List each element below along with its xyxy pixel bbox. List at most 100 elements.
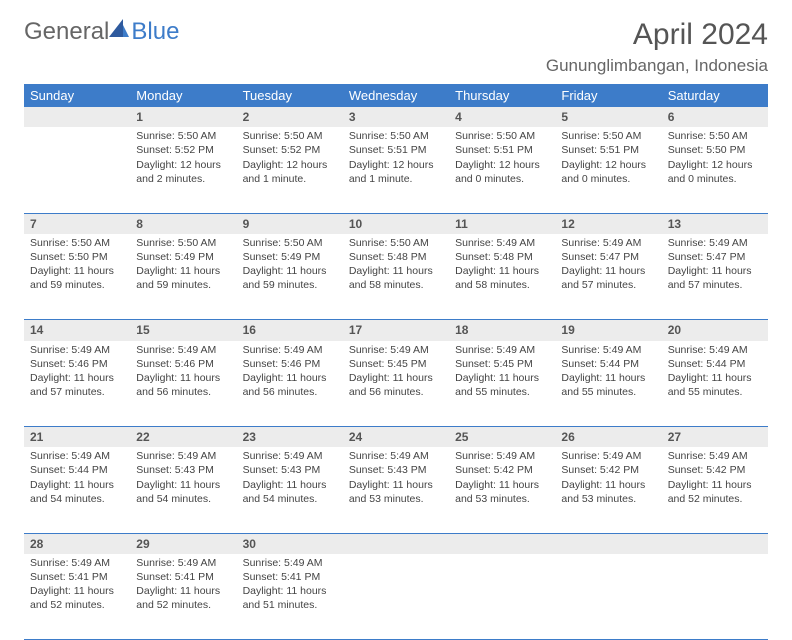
day-number-cell: 28 [24,533,130,554]
sunset-text: Sunset: 5:44 PM [30,463,124,477]
daylight-text: Daylight: 11 hours and 59 minutes. [136,264,230,292]
daylight-text: Daylight: 11 hours and 57 minutes. [668,264,762,292]
daylight-text: Daylight: 11 hours and 59 minutes. [30,264,124,292]
title-block: April 2024 Gununglimbangan, Indonesia [546,18,768,76]
day-details: Sunrise: 5:49 AMSunset: 5:43 PMDaylight:… [343,447,449,510]
daylight-text: Daylight: 11 hours and 57 minutes. [30,371,124,399]
daylight-text: Daylight: 11 hours and 53 minutes. [561,478,655,506]
day-cell: Sunrise: 5:49 AMSunset: 5:42 PMDaylight:… [662,447,768,533]
day-cell: Sunrise: 5:49 AMSunset: 5:44 PMDaylight:… [24,447,130,533]
day-cell [555,554,661,640]
day-number-cell: 27 [662,427,768,448]
day-number-cell: 23 [237,427,343,448]
day-number-cell [662,533,768,554]
header: General Blue April 2024 Gununglimbangan,… [24,18,768,76]
day-details: Sunrise: 5:50 AMSunset: 5:49 PMDaylight:… [237,234,343,297]
sunrise-text: Sunrise: 5:50 AM [561,129,655,143]
day-details: Sunrise: 5:50 AMSunset: 5:50 PMDaylight:… [662,127,768,190]
day-cell [662,554,768,640]
day-number-cell: 8 [130,213,236,234]
day-details: Sunrise: 5:49 AMSunset: 5:42 PMDaylight:… [449,447,555,510]
sunset-text: Sunset: 5:49 PM [243,250,337,264]
logo-sail-icon [109,19,129,37]
sunrise-text: Sunrise: 5:50 AM [455,129,549,143]
weekday-header: Friday [555,84,661,107]
day-details: Sunrise: 5:49 AMSunset: 5:44 PMDaylight:… [555,341,661,404]
daylight-text: Daylight: 11 hours and 52 minutes. [136,584,230,612]
day-number-cell: 10 [343,213,449,234]
day-number-cell: 2 [237,107,343,127]
daylight-text: Daylight: 11 hours and 59 minutes. [243,264,337,292]
daylight-text: Daylight: 11 hours and 56 minutes. [136,371,230,399]
day-details: Sunrise: 5:49 AMSunset: 5:41 PMDaylight:… [130,554,236,617]
day-details: Sunrise: 5:50 AMSunset: 5:51 PMDaylight:… [343,127,449,190]
day-cell: Sunrise: 5:49 AMSunset: 5:43 PMDaylight:… [237,447,343,533]
day-cell: Sunrise: 5:50 AMSunset: 5:51 PMDaylight:… [555,127,661,213]
sunrise-text: Sunrise: 5:50 AM [243,236,337,250]
day-details: Sunrise: 5:49 AMSunset: 5:44 PMDaylight:… [24,447,130,510]
sunset-text: Sunset: 5:42 PM [561,463,655,477]
day-number-cell: 6 [662,107,768,127]
sunset-text: Sunset: 5:41 PM [243,570,337,584]
logo-text-general: General [24,18,109,46]
day-details: Sunrise: 5:50 AMSunset: 5:50 PMDaylight:… [24,234,130,297]
sunrise-text: Sunrise: 5:49 AM [136,449,230,463]
daylight-text: Daylight: 11 hours and 53 minutes. [455,478,549,506]
day-cell: Sunrise: 5:49 AMSunset: 5:43 PMDaylight:… [130,447,236,533]
day-details: Sunrise: 5:49 AMSunset: 5:47 PMDaylight:… [662,234,768,297]
sunset-text: Sunset: 5:51 PM [561,143,655,157]
day-cell: Sunrise: 5:49 AMSunset: 5:45 PMDaylight:… [343,341,449,427]
day-cell: Sunrise: 5:49 AMSunset: 5:47 PMDaylight:… [662,234,768,320]
week-row: Sunrise: 5:49 AMSunset: 5:44 PMDaylight:… [24,447,768,533]
day-cell [24,127,130,213]
sunrise-text: Sunrise: 5:49 AM [668,449,762,463]
day-details: Sunrise: 5:49 AMSunset: 5:46 PMDaylight:… [24,341,130,404]
day-cell: Sunrise: 5:50 AMSunset: 5:52 PMDaylight:… [237,127,343,213]
day-cell: Sunrise: 5:50 AMSunset: 5:51 PMDaylight:… [343,127,449,213]
daylight-text: Daylight: 11 hours and 55 minutes. [668,371,762,399]
sunrise-text: Sunrise: 5:49 AM [455,343,549,357]
daylight-text: Daylight: 11 hours and 54 minutes. [30,478,124,506]
day-number-cell [555,533,661,554]
day-number-row: 78910111213 [24,213,768,234]
day-number-cell: 21 [24,427,130,448]
sunrise-text: Sunrise: 5:49 AM [243,343,337,357]
day-number-cell: 19 [555,320,661,341]
day-cell: Sunrise: 5:50 AMSunset: 5:52 PMDaylight:… [130,127,236,213]
day-number-cell: 1 [130,107,236,127]
day-details: Sunrise: 5:49 AMSunset: 5:41 PMDaylight:… [237,554,343,617]
day-number-cell: 12 [555,213,661,234]
daylight-text: Daylight: 12 hours and 0 minutes. [561,158,655,186]
sunrise-text: Sunrise: 5:50 AM [349,236,443,250]
week-row: Sunrise: 5:50 AMSunset: 5:52 PMDaylight:… [24,127,768,213]
day-number-cell: 11 [449,213,555,234]
day-cell: Sunrise: 5:49 AMSunset: 5:44 PMDaylight:… [555,341,661,427]
sunrise-text: Sunrise: 5:49 AM [349,343,443,357]
day-number-cell: 15 [130,320,236,341]
daylight-text: Daylight: 12 hours and 1 minute. [349,158,443,186]
sunrise-text: Sunrise: 5:49 AM [136,556,230,570]
sunset-text: Sunset: 5:50 PM [30,250,124,264]
day-cell: Sunrise: 5:50 AMSunset: 5:49 PMDaylight:… [130,234,236,320]
daylight-text: Daylight: 12 hours and 1 minute. [243,158,337,186]
day-number-cell: 7 [24,213,130,234]
daylight-text: Daylight: 11 hours and 52 minutes. [30,584,124,612]
day-cell: Sunrise: 5:50 AMSunset: 5:50 PMDaylight:… [662,127,768,213]
daylight-text: Daylight: 11 hours and 52 minutes. [668,478,762,506]
day-cell: Sunrise: 5:50 AMSunset: 5:48 PMDaylight:… [343,234,449,320]
sunset-text: Sunset: 5:47 PM [668,250,762,264]
day-cell: Sunrise: 5:50 AMSunset: 5:51 PMDaylight:… [449,127,555,213]
daylight-text: Daylight: 11 hours and 56 minutes. [349,371,443,399]
sunset-text: Sunset: 5:41 PM [30,570,124,584]
day-details: Sunrise: 5:49 AMSunset: 5:48 PMDaylight:… [449,234,555,297]
day-number-cell [449,533,555,554]
day-details: Sunrise: 5:49 AMSunset: 5:43 PMDaylight:… [237,447,343,510]
day-details: Sunrise: 5:49 AMSunset: 5:46 PMDaylight:… [237,341,343,404]
day-number-row: 21222324252627 [24,427,768,448]
sunset-text: Sunset: 5:46 PM [30,357,124,371]
day-number-cell: 17 [343,320,449,341]
day-number-cell: 5 [555,107,661,127]
sunrise-text: Sunrise: 5:50 AM [136,129,230,143]
daylight-text: Daylight: 11 hours and 55 minutes. [455,371,549,399]
logo-text-blue: Blue [131,18,179,46]
